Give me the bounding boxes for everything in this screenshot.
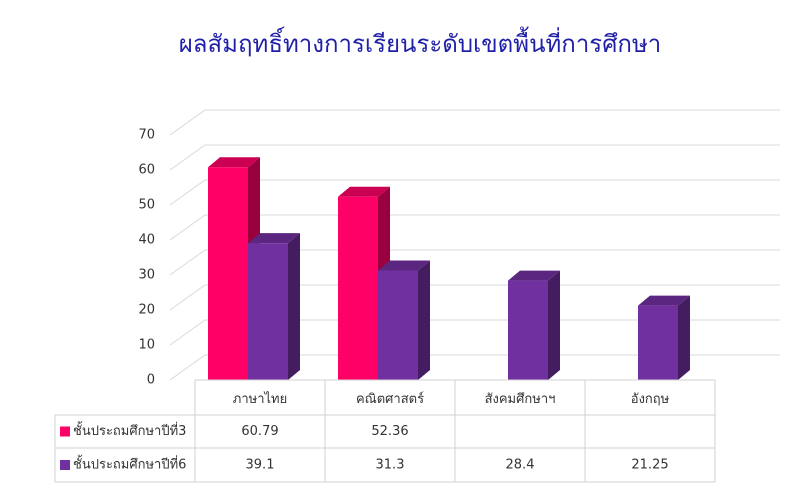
y-tick-label: 70 bbox=[138, 128, 155, 143]
grid-line bbox=[169, 179, 780, 206]
y-tick-label: 10 bbox=[138, 338, 155, 353]
chart-title: ผลสัมฤทธิ์ทางการเรียนระดับเขตพื้นที่การศ… bbox=[179, 26, 662, 58]
bar-side bbox=[678, 295, 690, 380]
bar-top bbox=[508, 270, 560, 281]
y-tick-label: 0 bbox=[147, 373, 155, 388]
y-tick-label: 60 bbox=[138, 163, 155, 178]
bar-top bbox=[338, 186, 390, 197]
bar-side bbox=[548, 270, 560, 380]
legend-swatch bbox=[60, 426, 70, 437]
bar bbox=[378, 270, 418, 380]
table-value: 60.79 bbox=[241, 424, 278, 439]
legend-swatch bbox=[60, 460, 70, 470]
table-value: 21.25 bbox=[631, 458, 668, 473]
bar bbox=[248, 243, 288, 380]
table-value: 52.36 bbox=[371, 424, 408, 439]
table-value: 28.4 bbox=[506, 458, 535, 473]
table-value: 39.1 bbox=[246, 458, 275, 473]
y-tick-label: 50 bbox=[138, 198, 155, 213]
legend-label: ชั้นประถมศึกษาปีที่6 bbox=[73, 455, 186, 473]
grid-line bbox=[169, 109, 780, 136]
bar-top bbox=[638, 295, 690, 306]
bar bbox=[208, 167, 248, 380]
x-tick-label: ภาษาไทย bbox=[233, 391, 287, 407]
bar-side bbox=[418, 260, 430, 380]
y-tick-label: 30 bbox=[138, 268, 155, 283]
bar bbox=[508, 280, 548, 380]
grid-line bbox=[169, 319, 780, 346]
legend-label: ชั้นประถมศึกษาปีที่3 bbox=[73, 421, 186, 439]
x-tick-label: อังกฤษ bbox=[631, 392, 670, 407]
bar bbox=[338, 196, 378, 380]
grid-line bbox=[169, 284, 780, 311]
bar-top bbox=[208, 157, 260, 168]
grid-line bbox=[169, 249, 780, 276]
x-tick-label: สังคมศึกษาฯ bbox=[485, 392, 556, 407]
bar-top bbox=[248, 233, 300, 244]
bar-top bbox=[378, 260, 430, 271]
grid-line bbox=[169, 214, 780, 241]
table-value: 31.3 bbox=[376, 458, 405, 473]
x-tick-label: คณิตศาสตร์ bbox=[356, 391, 424, 407]
y-tick-label: 20 bbox=[138, 303, 155, 318]
bar-side bbox=[288, 233, 300, 380]
grid-line bbox=[169, 144, 780, 171]
y-tick-label: 40 bbox=[138, 233, 155, 248]
grid-line bbox=[169, 354, 780, 381]
bar bbox=[638, 305, 678, 380]
